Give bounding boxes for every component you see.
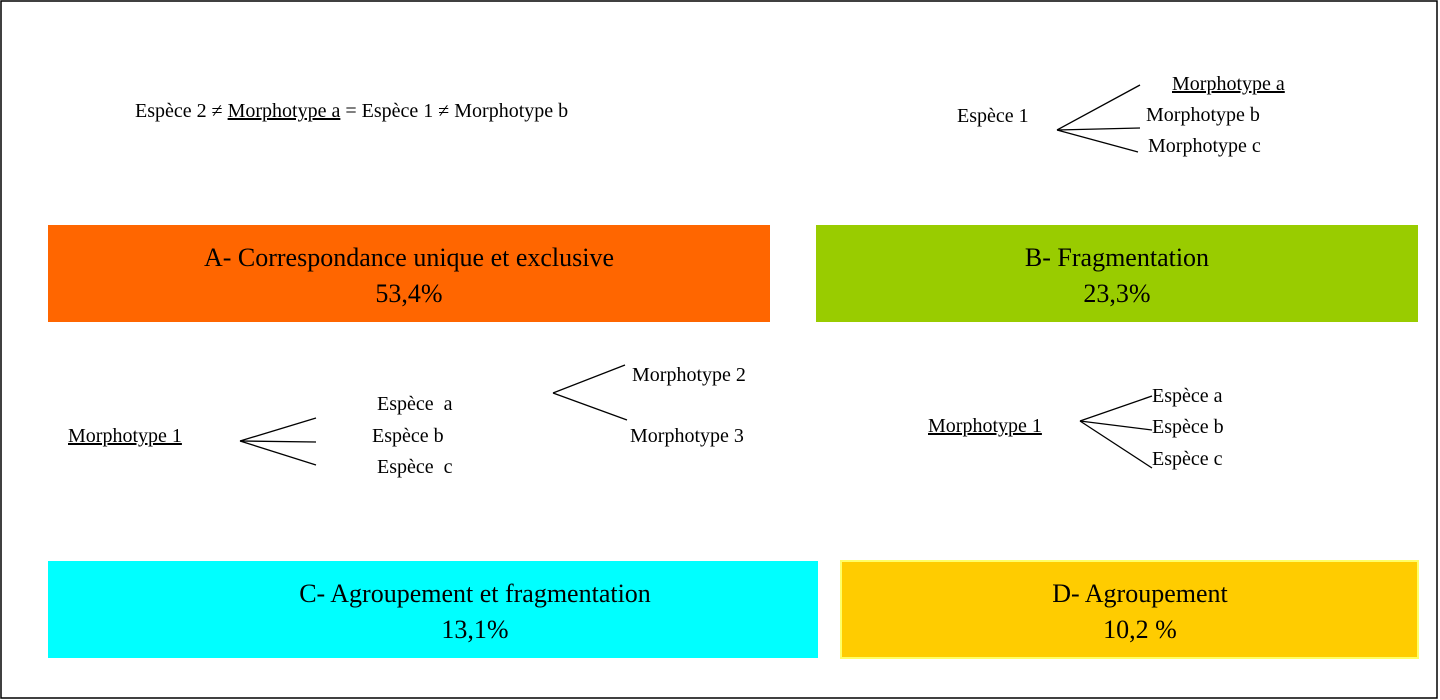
leaf: Morphotype c	[1148, 135, 1261, 157]
text: Morphotype a	[228, 100, 341, 122]
connector	[1079, 420, 1153, 469]
panel-title: C- Agroupement et fragmentation	[299, 579, 651, 608]
leaf: Morphotype a	[1172, 73, 1285, 95]
leaf: Espèce c	[1152, 448, 1223, 470]
text: Espèce 2 ≠	[135, 100, 228, 122]
panel-percent: 23,3%	[1083, 279, 1150, 308]
equation: Espèce 2 ≠ Morphotype a = Espèce 1 ≠ Mor…	[135, 100, 568, 122]
connector	[239, 417, 317, 442]
middle: Espèce c	[377, 456, 453, 478]
panel-percent: 53,4%	[375, 279, 442, 308]
connector	[1079, 420, 1153, 431]
panel	[840, 560, 1419, 659]
connector	[552, 364, 626, 394]
panel-percent: 13,1%	[441, 615, 508, 644]
panel	[48, 225, 770, 322]
panel-title: A- Correspondance unique et exclusive	[204, 243, 614, 272]
connector	[239, 440, 317, 466]
connector	[1079, 395, 1153, 422]
right: Morphotype 3	[630, 425, 744, 447]
right: Morphotype 2	[632, 364, 746, 386]
leaf: Espèce b	[1152, 416, 1224, 438]
connector	[1056, 129, 1139, 153]
connector	[1056, 127, 1141, 131]
connector	[552, 392, 628, 421]
panel	[48, 561, 818, 658]
middle: Espèce b	[372, 425, 444, 447]
text: = Espèce 1 ≠ Morphotype b	[340, 100, 568, 122]
middle: Espèce a	[377, 393, 453, 415]
root: Espèce 1	[957, 105, 1029, 127]
panel	[816, 225, 1418, 322]
leaf: Espèce a	[1152, 385, 1223, 407]
root: Morphotype 1	[928, 415, 1042, 437]
connector	[239, 440, 317, 443]
panel-title: B- Fragmentation	[1025, 243, 1209, 272]
panel-percent: 10,2 %	[1103, 615, 1177, 644]
panel-title: D- Agroupement	[1052, 579, 1228, 608]
leaf: Morphotype b	[1146, 104, 1260, 126]
connector	[1056, 84, 1141, 131]
root: Morphotype 1	[68, 425, 182, 447]
